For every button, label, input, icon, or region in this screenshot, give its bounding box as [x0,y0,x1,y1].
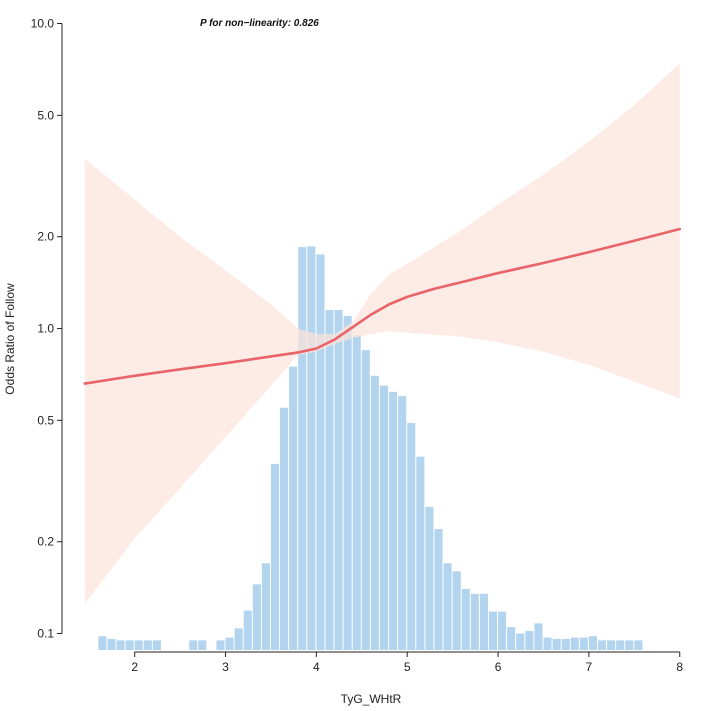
histogram-bar [225,637,234,650]
histogram-bar [570,637,579,650]
x-tick-label: 7 [586,660,593,674]
histogram-bar [298,247,307,651]
histogram-bar [588,636,597,650]
histogram-bar [597,640,607,650]
histogram-bar [370,375,379,650]
histogram-bar [261,563,270,650]
histogram-bar [434,529,443,650]
y-tick-label: 0.1 [37,627,54,641]
histogram-bar [634,640,643,650]
histogram-bar [470,593,479,650]
histogram-bar [561,638,570,650]
y-axis-label: Odds Ratio of Follow [3,283,17,395]
histogram-bar [534,623,543,650]
histogram-bar [243,610,252,650]
x-tick-label: 6 [495,660,502,674]
histogram-bar [425,506,434,650]
tick-marks-and-labels: 2 3 4 5 6 7 8 0.1 0.2 0.5 1.0 2.0 5.0 10.0 [31,17,684,674]
histogram-bar [607,640,616,650]
histogram-bar [216,640,225,650]
histogram-bar [125,640,134,650]
histogram-bar [334,310,343,650]
y-tick-label: 1.0 [37,322,54,336]
histogram-bar [452,571,461,650]
histogram-bar [152,640,161,650]
x-tick-label: 5 [404,660,411,674]
histogram-bar [316,254,325,650]
nonlinearity-annotation: P for non−linearity: 0.826 [200,18,319,29]
histogram-bar [234,628,243,650]
histogram-bar [443,563,452,650]
histogram-bar [461,588,470,650]
x-tick-label: 4 [313,660,320,674]
histogram-bar [270,463,280,650]
histogram-bar [280,407,289,650]
histogram-bar [361,350,370,650]
histogram-bar [625,640,634,650]
x-tick-label: 8 [676,660,683,674]
histogram-bar [252,584,261,650]
histogram-bar [407,423,416,650]
histogram-bar [479,593,488,650]
odds-ratio-line [83,227,682,385]
histogram-bar [543,637,552,650]
histogram-bar [416,456,425,650]
y-tick-label: 2.0 [37,230,54,244]
histogram-bar [498,611,507,650]
y-tick-label: 0.2 [37,535,54,549]
histogram-bar [616,640,625,650]
histogram-bar [189,640,198,650]
histogram-bar [579,637,588,650]
histogram-bar [289,366,298,650]
histogram-bar [343,315,352,650]
histogram-bar [398,396,407,650]
histogram-bar [307,246,316,650]
y-tick-label: 0.5 [37,413,54,427]
histogram-bar [516,633,525,650]
histogram-bar [379,385,389,650]
histogram-bar [389,391,398,650]
histogram-bar [352,335,361,650]
confidence-band [84,63,680,604]
histogram-bar [507,627,516,650]
histogram-bars [98,246,643,651]
x-tick-label: 3 [222,660,229,674]
histogram-bar [134,640,143,650]
y-tick-label: 5.0 [37,108,54,122]
histogram-bar [107,638,116,650]
histogram-bar [116,640,125,650]
histogram-bar [143,640,152,650]
x-axis-label: TyG_WHtR [341,692,402,706]
histogram-bar [488,611,498,650]
histogram-bar [98,636,107,650]
histogram-bar [325,310,334,650]
x-tick-label: 2 [131,660,138,674]
histogram-bar [198,640,207,650]
confidence-band-group [84,63,680,604]
histogram-bar [525,630,534,650]
y-tick-label: 10.0 [31,17,55,31]
odds-ratio-line-group [83,227,682,385]
histogram-bar [552,638,561,650]
